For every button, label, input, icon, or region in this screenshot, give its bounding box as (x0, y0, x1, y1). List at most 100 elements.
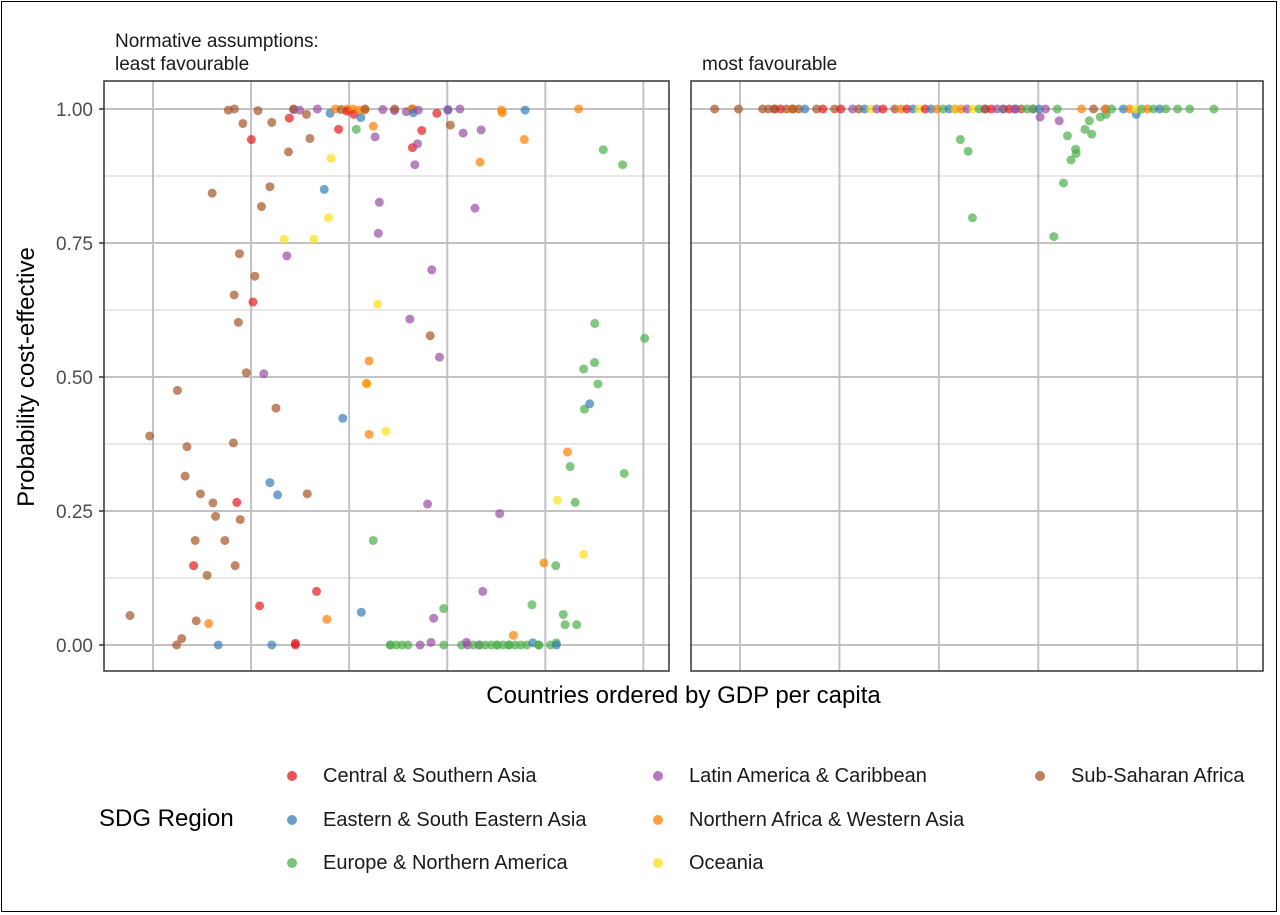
point-europe-northern-america (1058, 178, 1068, 188)
point-europe-northern-america (1066, 155, 1076, 165)
point-latin-america-caribbean (413, 105, 423, 115)
point-sub-saharan-africa (220, 535, 230, 545)
point-sub-saharan-africa (177, 634, 187, 644)
legend-label: Eastern & South Eastern Asia (323, 808, 587, 831)
y-axis-label: Probability cost-effective (13, 247, 40, 507)
point-eastern-south-eastern-asia (338, 413, 348, 423)
point-oceania (323, 213, 333, 223)
point-sub-saharan-africa (733, 104, 743, 114)
point-northern-africa-western-asia (519, 135, 529, 145)
point-sub-saharan-africa (812, 104, 822, 114)
point-eastern-south-eastern-asia (265, 478, 275, 488)
point-europe-northern-america (403, 640, 413, 650)
point-europe-northern-america (439, 640, 449, 650)
point-europe-northern-america (598, 145, 608, 155)
panel-most-favourable (690, 80, 1264, 672)
point-latin-america-caribbean (872, 104, 882, 114)
point-northern-africa-western-asia (496, 105, 506, 115)
point-europe-northern-america (593, 379, 603, 389)
point-northern-africa-western-asia (364, 429, 374, 439)
point-eastern-south-eastern-asia (585, 399, 595, 409)
legend-title: SDG Region (99, 805, 234, 832)
point-latin-america-caribbean (312, 104, 322, 114)
point-oceania (968, 104, 978, 114)
point-europe-northern-america (570, 497, 580, 507)
point-europe-northern-america (558, 609, 568, 619)
point-northern-africa-western-asia (539, 558, 549, 568)
point-sub-saharan-africa (238, 118, 248, 128)
point-latin-america-caribbean (443, 105, 453, 115)
point-sub-saharan-africa (250, 271, 260, 281)
point-central-southern-asia (902, 104, 912, 114)
legend-key-latin-america-caribbean (653, 771, 663, 781)
legend-item-sub-saharan-africa: Sub-Saharan Africa (1035, 764, 1244, 788)
point-sub-saharan-africa (301, 109, 311, 119)
point-latin-america-caribbean (295, 105, 305, 115)
point-latin-america-caribbean (476, 125, 486, 135)
legend-key-central-southern-asia (287, 771, 297, 781)
point-europe-northern-america (963, 146, 973, 156)
point-sub-saharan-africa (233, 317, 243, 327)
point-eastern-south-eastern-asia (1118, 104, 1128, 114)
point-sub-saharan-africa (305, 133, 315, 143)
point-central-southern-asia (189, 561, 199, 571)
point-latin-america-caribbean (470, 203, 480, 213)
point-sub-saharan-africa (229, 290, 239, 300)
point-central-southern-asia (255, 601, 265, 611)
point-europe-northern-america (565, 462, 575, 472)
point-northern-africa-western-asia (508, 630, 518, 640)
point-sub-saharan-africa (182, 442, 192, 452)
point-sub-saharan-africa (302, 489, 312, 499)
point-europe-northern-america (551, 561, 561, 571)
point-eastern-south-eastern-asia (860, 104, 870, 114)
point-latin-america-caribbean (426, 637, 436, 647)
point-latin-america-caribbean (423, 499, 433, 509)
point-eastern-south-eastern-asia (356, 113, 366, 123)
point-eastern-south-eastern-asia (213, 640, 223, 650)
point-sub-saharan-africa (425, 331, 435, 341)
point-sub-saharan-africa (191, 616, 201, 626)
legend-item-eastern-south-eastern-asia: Eastern & South Eastern Asia (287, 808, 587, 832)
point-northern-africa-western-asia (368, 121, 378, 131)
point-sub-saharan-africa (360, 104, 370, 114)
point-central-southern-asia (878, 104, 888, 114)
point-sub-saharan-africa (241, 368, 251, 378)
point-europe-northern-america (1049, 232, 1059, 242)
point-sub-saharan-africa (208, 498, 218, 508)
point-europe-northern-america (1071, 144, 1081, 154)
legend-key-europe-northern-america (287, 858, 297, 868)
legend-label: Oceania (689, 851, 764, 874)
point-latin-america-caribbean (458, 128, 468, 138)
point-europe-northern-america (1185, 104, 1195, 114)
point-eastern-south-eastern-asia (319, 184, 329, 194)
point-northern-africa-western-asia (364, 356, 374, 366)
point-latin-america-caribbean (1035, 112, 1045, 122)
point-latin-america-caribbean (434, 352, 444, 362)
point-sub-saharan-africa (253, 106, 263, 116)
y-tick-label: 0.50 (56, 368, 93, 389)
point-latin-america-caribbean (427, 265, 437, 275)
point-oceania (279, 234, 289, 244)
point-europe-northern-america (1087, 129, 1097, 139)
point-eastern-south-eastern-asia (551, 640, 561, 650)
y-tick-label: 0.25 (56, 502, 93, 523)
point-central-southern-asia (290, 638, 300, 648)
point-oceania (373, 299, 383, 309)
point-sub-saharan-africa (230, 561, 240, 571)
point-sub-saharan-africa (195, 489, 205, 499)
point-sub-saharan-africa (271, 403, 281, 413)
point-latin-america-caribbean (378, 105, 388, 115)
legend-key-northern-africa-western-asia (653, 815, 663, 825)
point-sub-saharan-africa (125, 611, 135, 621)
point-sub-saharan-africa (794, 104, 804, 114)
point-europe-northern-america (1209, 104, 1219, 114)
point-sub-saharan-africa (228, 438, 238, 448)
point-sub-saharan-africa (890, 104, 900, 114)
point-latin-america-caribbean (370, 132, 380, 142)
point-latin-america-caribbean (259, 369, 269, 379)
point-europe-northern-america (527, 600, 537, 610)
point-latin-america-caribbean (374, 197, 384, 207)
panel-title-left-line1: Normative assumptions: (115, 31, 319, 52)
